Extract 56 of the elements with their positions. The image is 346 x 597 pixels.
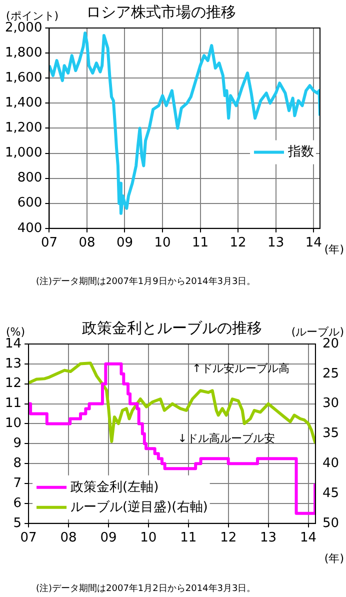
y-axis-title: (ポイント) [6, 9, 59, 22]
y-tick-label: 7 [13, 476, 22, 491]
x-tick-label: 10 [140, 530, 157, 546]
y2-tick-label: 25 [322, 366, 340, 382]
x-tick-label: 09 [116, 236, 134, 251]
y-tick-label: 13 [4, 356, 22, 372]
y2-tick-label: 35 [322, 426, 340, 442]
y-tick-label: 2,000 [5, 20, 42, 36]
y-tick-label: 12 [4, 376, 22, 392]
x-tick-label: 13 [268, 236, 284, 251]
x-tick-label: 12 [230, 236, 246, 251]
y2-tick-label: 20 [322, 336, 340, 352]
y-tick-label: 11 [4, 396, 22, 412]
x-axis-title: (年) [324, 242, 344, 256]
y-tick-label: 1,000 [5, 146, 42, 161]
chart-title: ロシア株式市場の推移 [86, 2, 236, 21]
y-tick-label: 1,200 [5, 120, 42, 136]
y2-tick-label: 50 [322, 516, 340, 531]
y2-axis-title: (ルーブル) [291, 325, 344, 338]
chart-title: 政策金利とルーブルの推移 [82, 318, 262, 337]
y-tick-label: 5 [13, 516, 22, 531]
y-tick-label: 9 [13, 436, 22, 452]
legend-label: 政策金利(左軸) [70, 480, 159, 495]
y2-tick-label: 30 [322, 396, 340, 412]
y-tick-label: 600 [17, 196, 42, 211]
x-axis-title: (年) [324, 552, 344, 565]
x-tick-label: 12 [220, 530, 237, 546]
x-tick-label: 11 [180, 530, 197, 546]
x-tick-label: 13 [260, 530, 277, 546]
y-tick-label: 1,800 [5, 45, 42, 60]
x-tick-label: 09 [100, 530, 117, 546]
x-tick-label: 08 [78, 236, 96, 251]
y-tick-label: 1,600 [5, 70, 42, 86]
y2-tick-label: 40 [322, 456, 340, 471]
x-tick-label: 07 [20, 530, 37, 546]
y-tick-label: 14 [4, 336, 22, 352]
y-axis-title: (%) [6, 325, 26, 338]
y-tick-label: 8 [13, 456, 22, 471]
y-tick-label: 800 [17, 170, 42, 186]
y2-tick-label: 45 [322, 486, 340, 501]
text: (注)データ期間は2007年1月9日から2014年3月3日。 [36, 276, 256, 287]
annotation: ↓ドル高ルーブル安 [178, 432, 275, 445]
annotation: ↑ドル安ルーブル高 [192, 362, 290, 375]
text: (注)データ期間は2007年1月2日から2014年3月3日。 [36, 582, 256, 594]
x-tick-label: 10 [154, 236, 171, 251]
x-tick-label: 14 [305, 236, 322, 251]
y-tick-label: 10 [4, 416, 22, 432]
y-tick-label: 400 [17, 220, 42, 236]
y-tick-label: 6 [13, 496, 22, 511]
x-tick-label: 08 [60, 530, 77, 546]
x-tick-label: 07 [40, 236, 58, 251]
y-tick-label: 1,400 [5, 96, 42, 111]
legend-label: ルーブル(逆目盛)(右軸) [70, 500, 208, 515]
legend-label: 指数 [287, 144, 314, 160]
x-tick-label: 11 [192, 236, 209, 251]
x-tick-label: 14 [300, 530, 317, 546]
